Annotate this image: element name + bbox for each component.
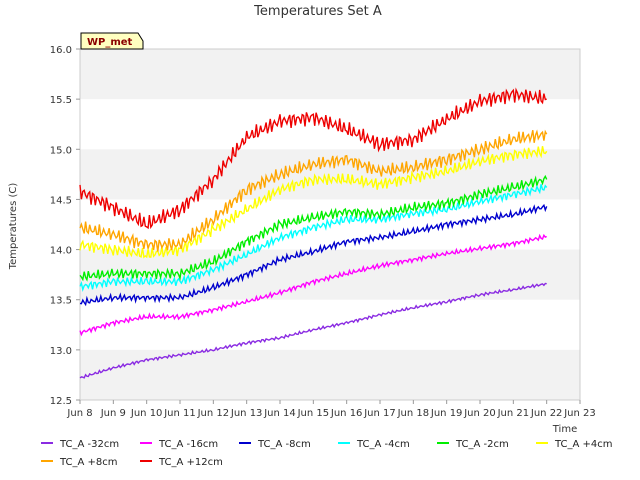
x-tick-label: Jun 17 [363, 408, 396, 419]
series-line-tc-a-4cm [79, 184, 548, 292]
legend-label: TC_A +4cm [554, 439, 613, 450]
x-tick-label: Jun 11 [163, 408, 196, 419]
y-tick-label: 12.5 [50, 396, 72, 407]
series-line-tc-a-12cm [79, 87, 547, 230]
x-tick-label: Jun 15 [297, 408, 330, 419]
x-tick-label: Jun 12 [197, 408, 230, 419]
series-line-tc-a-16cm [79, 233, 547, 337]
y-tick-label: 14.0 [50, 246, 72, 257]
legend-label: TC_A +8cm [59, 457, 118, 468]
x-tick-label: Jun 16 [330, 408, 363, 419]
legend-label: TC_A -16cm [158, 439, 218, 450]
legend-label: TC_A -8cm [257, 439, 311, 450]
x-tick-label: Jun 14 [263, 408, 296, 419]
grid-band [80, 349, 580, 400]
x-tick-label: Jun 10 [130, 408, 163, 419]
series-line-tc-a-8cm [79, 203, 548, 307]
series-line-tc-a-32cm [79, 282, 547, 379]
y-axis-title: Temperatures (C) [8, 183, 19, 271]
x-axis-title: Time [552, 424, 577, 435]
x-axis-ticks: Jun 8 Jun 9 Jun 10 Jun 11 Jun 12 Jun 13 Jun 14… [66, 400, 596, 419]
legend-label: TC_A -32cm [59, 439, 119, 450]
y-tick-label: 15.5 [50, 95, 72, 106]
x-tick-label: Jun 9 [100, 408, 126, 419]
y-tick-label: 14.5 [50, 195, 72, 206]
grid-band [80, 49, 580, 100]
y-tick-label: 16.0 [50, 45, 72, 56]
x-tick-label: Jun 23 [563, 408, 596, 419]
y-tick-label: 13.0 [50, 346, 72, 357]
x-tick-label: Jun 19 [430, 408, 463, 419]
plot-frame [79, 48, 581, 401]
x-tick-label: Jun 21 [497, 408, 530, 419]
legend-label: TC_A -4cm [356, 439, 410, 450]
x-tick-label: Jun 22 [530, 408, 563, 419]
badge-label: WP_met [87, 37, 133, 48]
legend-label: TC_A -2cm [455, 439, 509, 450]
y-tick-label: 13.5 [50, 296, 72, 307]
x-tick-label: Jun 13 [230, 408, 263, 419]
series-line-tc-a-2cm [79, 174, 548, 282]
wp-met-badge: WP_met [80, 32, 144, 50]
series-line-tc-a-8cm [79, 129, 548, 252]
series-lines [79, 87, 548, 379]
chart-title: Temperatures Set A [253, 4, 382, 19]
x-tick-label: Jun 8 [66, 408, 92, 419]
legend: TC_A -32cm TC_A -16cm TC_A -8cm TC_A -4cm TC… [41, 439, 613, 468]
x-tick-label: Jun 18 [397, 408, 430, 419]
y-axis-ticks: 12.5 13.0 13.5 14.0 14.5 15.0 15.5 16.0 [50, 45, 80, 407]
legend-label: TC_A +12cm [158, 457, 223, 468]
x-tick-label: Jun 20 [463, 408, 496, 419]
y-tick-label: 15.0 [50, 145, 72, 156]
